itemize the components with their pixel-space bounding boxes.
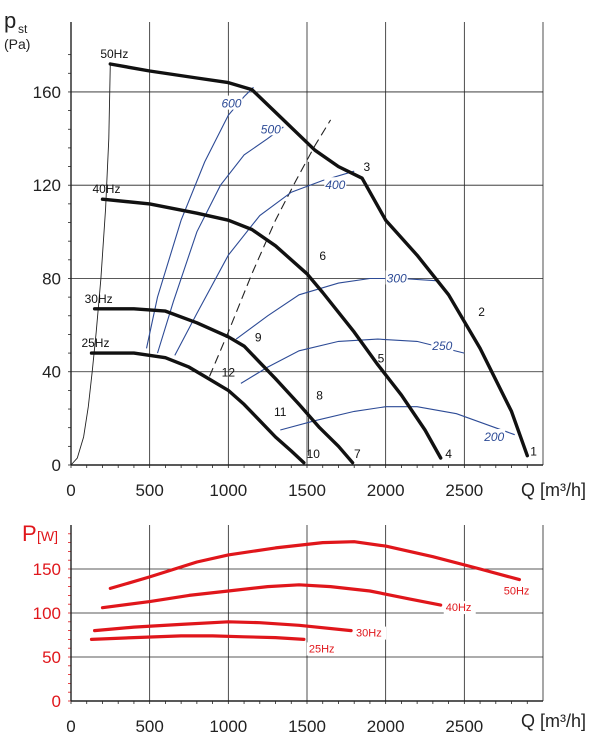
x-tick-label-top: 1500 <box>288 481 326 500</box>
x-tick-label-bottom: 1000 <box>209 717 247 736</box>
power-curve-25Hz <box>89 634 306 641</box>
rpm-curve-250 <box>240 338 465 384</box>
power-curve-40Hz <box>100 583 443 610</box>
operating-point-label-4: 4 <box>445 447 452 461</box>
power-label-backdrop <box>443 601 476 615</box>
rpm-label-200: 200 <box>483 430 504 444</box>
power-label-50Hz: 50Hz <box>504 586 530 598</box>
frequency-curve-50Hz <box>108 62 529 458</box>
pressure-axis-unit: (Pa) <box>4 36 30 52</box>
x-tick-label-top: 500 <box>135 481 163 500</box>
frequency-curve-30Hz <box>92 307 355 465</box>
rpm-curve-600 <box>145 86 254 349</box>
operating-point-label-2: 2 <box>478 305 485 319</box>
frequency-label-25Hz: 25Hz <box>81 336 109 350</box>
x-tick-label-bottom: 0 <box>66 717 75 736</box>
rpm-label-backdrop <box>220 95 243 110</box>
operating-point-label-12: 12 <box>222 365 236 379</box>
y-tick-label-bottom: 0 <box>52 692 61 711</box>
x-tick-label-bottom: 1500 <box>288 717 326 736</box>
rpm-label-backdrop <box>431 338 454 353</box>
x-tick-label-top: 2000 <box>367 481 405 500</box>
rpm-label-250: 250 <box>431 339 452 353</box>
y-tick-label-top: 80 <box>42 269 61 288</box>
power-label-backdrop <box>354 626 387 640</box>
x-tick-label-bottom: 2000 <box>367 717 405 736</box>
x-tick-label-bottom: 2500 <box>445 717 483 736</box>
flow-axis-label-top: Q [m³/h] <box>521 480 586 500</box>
pressure-axis-subscript: st <box>18 22 28 36</box>
rpm-label-500: 500 <box>261 122 281 136</box>
operating-point-label-1: 1 <box>530 445 537 459</box>
power-label-25Hz: 25Hz <box>309 643 335 655</box>
operating-point-label-11: 11 <box>274 405 287 419</box>
operating-point-label-8: 8 <box>316 389 323 403</box>
y-tick-label-top: 120 <box>33 176 61 195</box>
frequency-curve-25Hz <box>89 351 306 465</box>
rpm-curve-400 <box>174 170 355 356</box>
operating-point-label-5: 5 <box>378 351 385 365</box>
power-axis-unit: [W] <box>37 528 58 544</box>
x-tick-label-top: 1000 <box>209 481 247 500</box>
power-curve-30Hz <box>93 620 353 633</box>
x-tick-label-top: 0 <box>66 481 75 500</box>
system-curve <box>70 63 111 466</box>
flow-axis-label-bottom: Q [m³/h] <box>521 711 586 731</box>
power-curve-50Hz <box>108 540 521 590</box>
operating-point-label-10: 10 <box>307 447 321 461</box>
y-tick-label-bottom: 50 <box>42 648 61 667</box>
rpm-label-600: 600 <box>221 97 241 111</box>
pressure-axis-symbol: p <box>4 8 16 33</box>
power-axis-symbol: P <box>22 521 37 546</box>
system-curve <box>208 119 332 377</box>
x-tick-label-top: 2500 <box>445 481 483 500</box>
rpm-label-backdrop <box>259 121 282 136</box>
power-label-backdrop <box>306 642 339 656</box>
operating-point-label-6: 6 <box>319 249 326 263</box>
frequency-label-50Hz: 50Hz <box>100 47 128 61</box>
rpm-label-backdrop <box>483 429 506 444</box>
y-tick-label-top: 160 <box>33 83 61 102</box>
rpm-label-400: 400 <box>325 178 345 192</box>
y-tick-label-bottom: 100 <box>33 604 61 623</box>
frequency-curve-40Hz <box>100 197 443 460</box>
operating-point-label-3: 3 <box>363 160 370 174</box>
rpm-label-300: 300 <box>387 271 407 285</box>
y-tick-label-bottom: 150 <box>33 560 61 579</box>
x-tick-label-bottom: 500 <box>135 717 163 736</box>
operating-point-label-7: 7 <box>354 447 361 461</box>
frequency-label-30Hz: 30Hz <box>85 292 113 306</box>
rpm-label-backdrop <box>324 177 347 192</box>
y-tick-label-top: 0 <box>52 456 61 475</box>
rpm-label-backdrop <box>385 270 408 285</box>
power-label-40Hz: 40Hz <box>446 602 472 614</box>
operating-point-label-9: 9 <box>255 330 262 344</box>
y-tick-label-top: 40 <box>42 363 61 382</box>
power-label-30Hz: 30Hz <box>356 628 382 640</box>
rpm-curve-500 <box>156 126 284 354</box>
power-label-backdrop <box>499 584 532 598</box>
frequency-label-40Hz: 40Hz <box>92 182 120 196</box>
